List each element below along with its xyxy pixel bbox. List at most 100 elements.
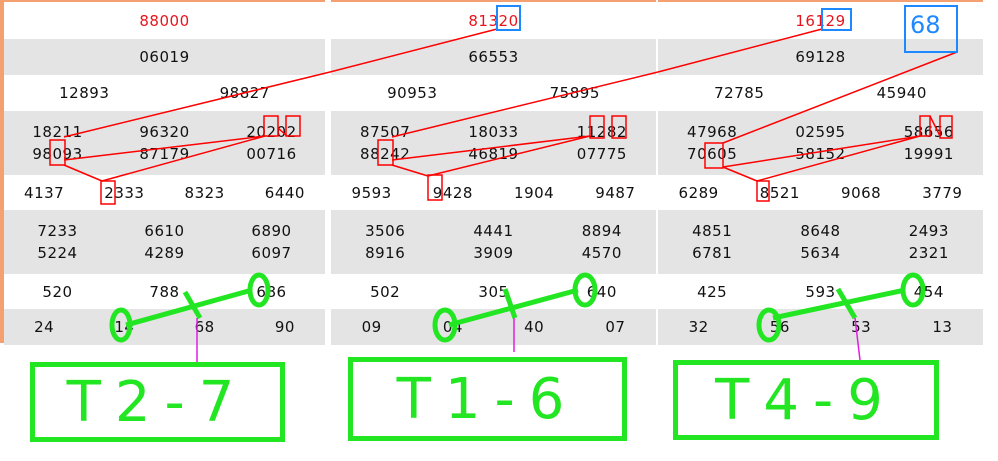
prize-number: 14 [114,318,135,336]
prize-number: 70605 [687,145,738,163]
prize-number: 18033 [468,123,519,141]
prize-number: 640 [586,282,617,301]
prize-number: 46819 [468,145,519,163]
prize-number: 9593 [351,183,392,202]
label-box-1: T2-7 [30,362,285,442]
prize-number: 19991 [903,145,954,163]
prize-row-sixth: 425 593 454 [658,274,983,309]
prize-row-fifth: 3506 4441 8894 8916 3909 4570 [331,210,656,274]
prize-number: 40 [524,318,545,336]
prize-row-fourth: 9593 9428 1904 9487 [331,175,656,210]
prize-row-second: 90953 75895 [331,75,656,111]
prize-number: 18211 [32,123,83,141]
prize-number: 00716 [246,145,297,163]
prize-number: 16129 [795,11,846,30]
prize-number: 305 [478,282,509,301]
prize-number: 4441 [473,222,514,240]
prize-number: 81320 [468,11,519,30]
prize-number: 69128 [795,48,846,66]
prize-number: 8916 [365,244,406,262]
prize-row-seventh: 32 56 53 13 [658,309,983,345]
prize-number: 9487 [595,183,636,202]
prize-number: 12893 [59,84,110,102]
prize-number: 454 [913,282,944,301]
prize-number: 98827 [219,84,270,102]
prize-row-special: 81320 [331,2,656,39]
prize-number: 88242 [360,145,411,163]
prize-number: 68 [194,318,215,336]
prize-number: 2333 [104,183,145,202]
prize-number: 20202 [246,123,297,141]
prize-number: 4851 [692,222,733,240]
prize-number: 47968 [687,123,738,141]
prize-number: 2321 [908,244,949,262]
prize-row-fifth: 4851 8648 2493 6781 5634 2321 [658,210,983,274]
label-box-2: T1-6 [348,357,627,441]
prize-number: 4137 [24,183,65,202]
prize-row-first: 06019 [4,39,325,75]
prize-number: 02595 [795,123,846,141]
prize-number: 5224 [37,244,78,262]
prize-number: 425 [697,282,728,301]
prize-number: 90953 [387,84,438,102]
prize-row-fifth: 7233 6610 6890 5224 4289 6097 [4,210,325,274]
prize-number: 3779 [922,183,963,202]
prize-number: 6610 [144,222,185,240]
prize-number: 6781 [692,244,733,262]
prize-number: 8648 [800,222,841,240]
label-box-3: T4-9 [673,360,939,440]
prize-number: 788 [149,282,180,301]
prize-number: 04 [442,318,463,336]
prize-number: 87179 [139,145,190,163]
prize-number: 56 [769,318,790,336]
prize-number: 24 [34,318,55,336]
prize-row-sixth: 502 305 640 [331,274,656,309]
prize-number: 06019 [139,48,190,66]
prize-number: 32 [688,318,709,336]
prize-number: 13 [932,318,953,336]
results-panel-1: 88000 06019 12893 98827 18211 96320 20202 98093… [0,0,325,345]
prize-number: 9068 [841,183,882,202]
prize-number: 11282 [576,123,627,141]
prize-number: 72785 [714,84,765,102]
prize-row-fourth: 6289 8521 9068 3779 [658,175,983,210]
results-panel-2: 81320 66553 90953 75895 87507 18033 11282 88242… [331,0,656,345]
prize-row-special: 88000 [4,2,325,39]
prize-number: 58656 [903,123,954,141]
prize-number: 98093 [32,145,83,163]
prize-number: 90 [274,318,295,336]
prize-number: 45940 [876,84,927,102]
prize-number: 6097 [251,244,292,262]
prize-number: 686 [256,282,287,301]
prize-number: 3909 [473,244,514,262]
prize-row-second: 12893 98827 [4,75,325,111]
prize-row-special: 16129 [658,2,983,39]
prize-number: 66553 [468,48,519,66]
prize-number: 8323 [184,183,225,202]
prize-number: 593 [805,282,836,301]
prize-number: 2493 [908,222,949,240]
prize-number: 9428 [432,183,473,202]
prize-row-third: 47968 02595 58656 70605 58152 19991 [658,111,983,175]
prize-number: 4289 [144,244,185,262]
prize-number: 8894 [581,222,622,240]
prize-row-sixth: 520 788 686 [4,274,325,309]
prize-row-seventh: 09 04 40 07 [331,309,656,345]
prize-number: 5634 [800,244,841,262]
prize-row-third: 18211 96320 20202 98093 87179 00716 [4,111,325,175]
prize-number: 520 [42,282,73,301]
prize-number: 502 [370,282,401,301]
prize-number: 58152 [795,145,846,163]
prize-number: 4570 [581,244,622,262]
prize-row-seventh: 24 14 68 90 [4,309,325,345]
prize-number: 75895 [549,84,600,102]
prize-number: 87507 [360,123,411,141]
prize-number: 09 [361,318,382,336]
prize-row-first: 66553 [331,39,656,75]
prize-number: 1904 [514,183,555,202]
prize-row-second: 72785 45940 [658,75,983,111]
prize-number: 07 [605,318,626,336]
prize-number: 88000 [139,11,190,30]
prize-number: 53 [851,318,872,336]
prize-number: 6890 [251,222,292,240]
